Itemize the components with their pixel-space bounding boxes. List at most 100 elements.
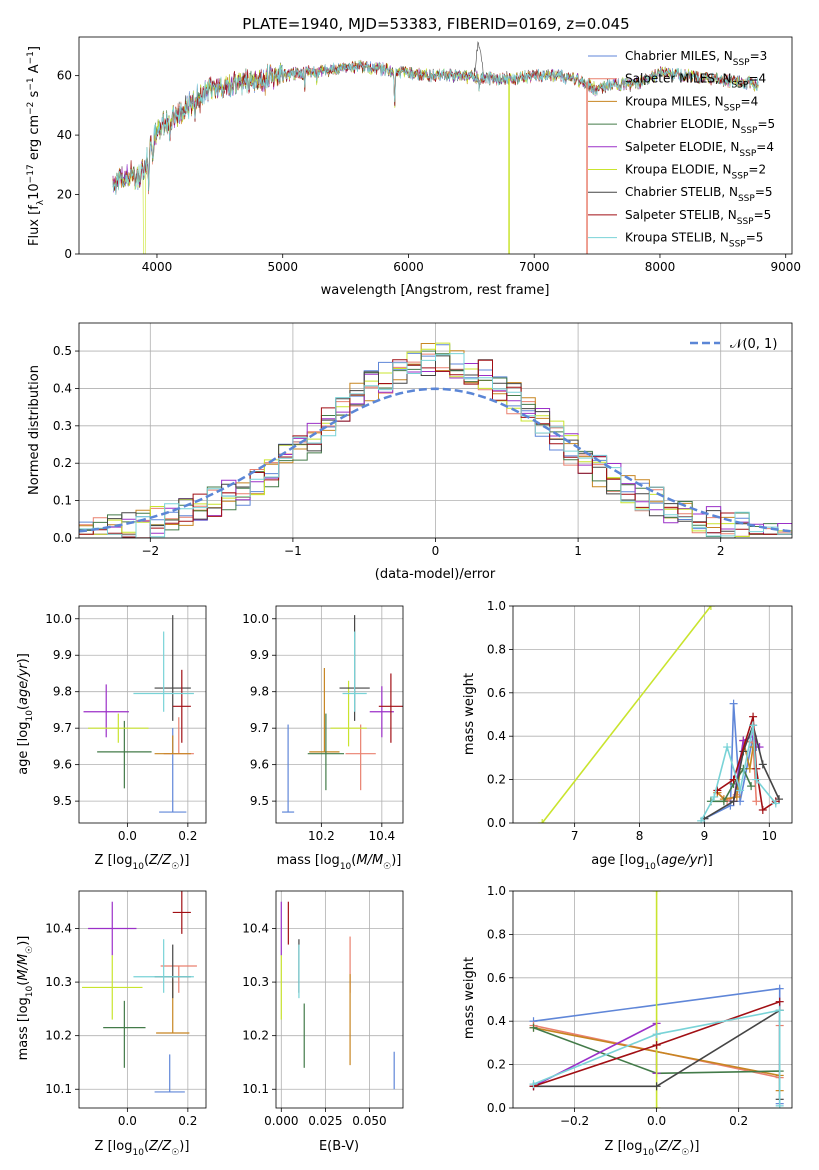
marker-krou_stelib (710, 792, 719, 801)
legend-text-part: SSP (739, 149, 756, 159)
x-tick-label: −0.2 (560, 1114, 589, 1128)
axis-label: Z [log10(Z/Z☉)] (95, 853, 190, 872)
axis-label: age [log10(age/yr)] (16, 653, 35, 775)
label-part: )] (16, 653, 31, 663)
label-part: Z [log (95, 1139, 133, 1154)
errorbar-salp_miles (345, 724, 376, 791)
y-tick-label: 10.1 (45, 1082, 72, 1096)
legend-text-part: Chabrier MILES, N (625, 49, 733, 63)
y-tick-label: 0.2 (487, 773, 506, 787)
x-tick-label: 9000 (770, 260, 801, 274)
label-part: M/M (356, 853, 383, 868)
label-part: ( (144, 853, 149, 868)
x-tick-label: 0.2 (178, 1114, 197, 1128)
marker-krou_stelib (652, 1030, 661, 1039)
x-tick-label: 0.050 (352, 1114, 386, 1128)
legend-text-part: =4 (756, 140, 774, 154)
y-tick-label: 10.3 (242, 975, 269, 989)
x-tick-label: 0.0 (647, 1114, 666, 1128)
label-part: 10 (340, 862, 352, 872)
marker-krou_elodie (538, 819, 547, 823)
y-tick-label: 0.8 (487, 927, 506, 941)
y-tick-label: 9.9 (250, 648, 269, 662)
errorbar-chab_stelib (154, 944, 191, 999)
plot-area (282, 615, 403, 813)
y-axis-label: Normed distribution (27, 365, 42, 495)
y-tick-label: 1.0 (487, 599, 506, 613)
x-axis-label: wavelength [Angstrom, rest frame] (321, 283, 550, 298)
errorbar-chab_miles (154, 1054, 185, 1093)
label-part: λ (36, 199, 46, 205)
legend-label-normal: 𝒩(0, 1) (730, 337, 777, 352)
x-tick-label: 8000 (645, 260, 676, 274)
figure-title: PLATE=1940, MJD=53383, FIBERID=0169, z=0… (242, 15, 629, 33)
legend-text-part: =5 (754, 208, 772, 222)
x-axis-label: (data-model)/error (375, 567, 496, 582)
axes-frame (512, 890, 793, 1109)
label-part: ( (656, 853, 661, 868)
legend-text-part: =5 (746, 231, 764, 245)
y-tick-label: 9.7 (250, 721, 269, 735)
y-tick-label: 60 (57, 69, 72, 83)
axes-frame (78, 36, 793, 255)
label-part: −1 (26, 77, 36, 90)
legend-label-chab_miles: Chabrier MILES, NSSP=3 (625, 49, 767, 68)
marker-salp_stelib (758, 805, 767, 814)
y-tick-label: 10.1 (242, 1082, 269, 1096)
axis-label: Z [log10(Z/Z☉)] (95, 1139, 190, 1158)
label-part: )] (16, 936, 31, 946)
y-tick-label: 0.0 (487, 816, 506, 830)
legend-label-chab_stelib: Chabrier STELIB, NSSP=5 (625, 185, 773, 204)
errorbar-chab_elodie (307, 713, 345, 791)
errorbar-salp_elodie (369, 686, 394, 738)
marker-salp_stelib (749, 712, 758, 721)
label-part: Flux [f (27, 205, 42, 246)
legend-text-part: =5 (757, 117, 775, 131)
legend-text-part: Kroupa MILES, N (625, 94, 724, 108)
normal-curve (79, 387, 792, 533)
x-tick-label: 10 (762, 829, 777, 843)
y-tick-label: 1.0 (487, 884, 506, 898)
legend-text-part: SSP (732, 81, 749, 91)
x-tick-label: 0.0 (118, 829, 137, 843)
label-part: Z/Z (148, 1139, 172, 1154)
label-part: M/M (16, 954, 31, 981)
y-tick-label: 0.4 (53, 381, 72, 395)
label-part: −1 (26, 51, 36, 64)
legend-text-part: SSP (738, 194, 755, 204)
y-axis-label: mass weight (462, 673, 477, 755)
axes-frame (78, 890, 207, 1109)
spectrum-krou_elodie (112, 59, 759, 254)
label-part: Z/Z (658, 1139, 682, 1154)
y-tick-label: 10.2 (242, 1029, 269, 1043)
marker-salp_stelib (652, 1041, 661, 1050)
marker-chab_elodie (719, 797, 728, 806)
label-part: erg cm (27, 115, 42, 164)
legend-label-krou_miles: Kroupa MILES, NSSP=4 (625, 94, 758, 113)
errorbar-salp_elodie (88, 901, 137, 956)
legend-text-part: =4 (748, 72, 766, 86)
errorbar-chab_elodie (103, 1000, 146, 1068)
marker-krou_elodie (652, 1104, 661, 1108)
marker-salp_stelib (713, 786, 722, 795)
y-tick-label: 9.7 (53, 721, 72, 735)
label-part: 10 (644, 862, 656, 872)
label-part: 10 (27, 183, 42, 200)
label-part: s (27, 90, 42, 101)
errorbar-krou_stelib (342, 631, 367, 712)
label-part: ☉ (25, 946, 35, 954)
legend-text-part: =4 (741, 94, 759, 108)
x-tick-label: 9 (701, 829, 709, 843)
plot-area (280, 901, 395, 1090)
marker-krou_stelib (723, 743, 732, 752)
legend-text-part: Salpeter ELODIE, N (625, 140, 739, 154)
legend-label-salp_elodie: Salpeter ELODIE, NSSP=4 (625, 140, 774, 159)
legend-text-part: SSP (732, 172, 749, 182)
plot-area (529, 891, 784, 1108)
label-part: age/yr (16, 662, 31, 705)
y-tick-label: 9.9 (53, 648, 72, 662)
plot-area (83, 615, 194, 813)
label-part: 10 (132, 1148, 144, 1158)
x-tick-label: 0.0 (118, 1114, 137, 1128)
